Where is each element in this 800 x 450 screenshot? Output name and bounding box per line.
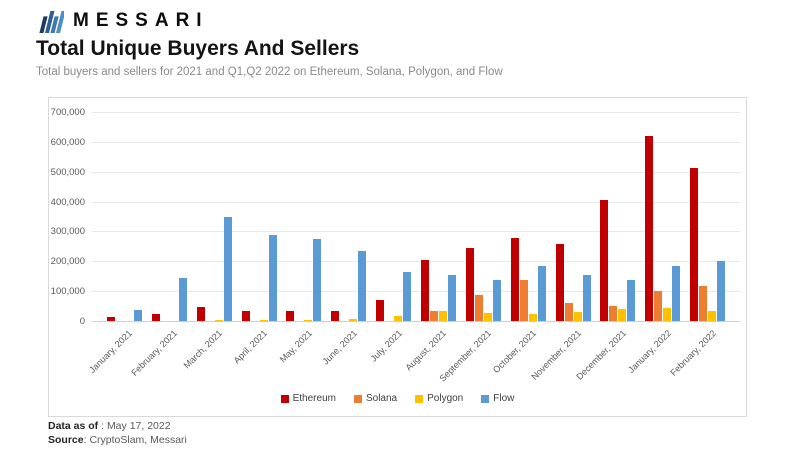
- y-tick-label: 0: [79, 316, 85, 327]
- messari-logo: MESSARI: [36, 9, 209, 33]
- y-tick-label: 200,000: [50, 256, 85, 268]
- bar-flow: [582, 274, 591, 321]
- legend-swatch-polygon: [415, 394, 424, 403]
- bar-polygon: [663, 307, 672, 321]
- bar-flow: [313, 238, 322, 321]
- legend-label: Polygon: [427, 393, 464, 404]
- bar-ethereum: [376, 300, 385, 321]
- bar-flow: [223, 216, 232, 321]
- bar-ethereum: [241, 311, 250, 321]
- legend-swatch-flow: [481, 394, 490, 403]
- page-title: Total Unique Buyers And Sellers: [36, 37, 360, 60]
- y-tick-label: 600,000: [50, 136, 85, 148]
- bar-polygon: [528, 314, 537, 321]
- y-tick-label: 300,000: [50, 226, 85, 238]
- gridline: [92, 112, 740, 113]
- gridline: [92, 141, 740, 143]
- bar-flow: [133, 309, 142, 321]
- bar-solana: [609, 305, 618, 321]
- bar-solana: [519, 280, 528, 321]
- chart-legend: Ethereum Solana Polygon Flow: [49, 393, 746, 404]
- source-value: : CryptoSlam, Messari: [83, 433, 187, 446]
- legend-swatch-solana: [353, 394, 362, 403]
- chart-footer: Data as of : May 17, 2022 Source: Crypto…: [48, 420, 187, 447]
- bar-polygon: [304, 319, 313, 321]
- bar-ethereum: [510, 238, 519, 321]
- y-tick-label: 100,000: [50, 286, 85, 298]
- legend-item-flow: Flow: [481, 393, 514, 404]
- gridline: [92, 171, 740, 173]
- messari-logo-text: MESSARI: [73, 10, 209, 31]
- bar-polygon: [394, 315, 403, 321]
- y-tick-label: 400,000: [50, 196, 85, 208]
- legend-label: Ethereum: [292, 393, 336, 404]
- gridline: [92, 321, 740, 322]
- legend-item-polygon: Polygon: [415, 393, 463, 404]
- bar-polygon: [483, 313, 492, 321]
- legend-label: Solana: [365, 393, 398, 404]
- bar-polygon: [214, 320, 223, 321]
- bar-flow: [717, 261, 726, 321]
- bar-ethereum: [151, 313, 160, 321]
- bar-ethereum: [331, 310, 340, 322]
- bar-polygon: [259, 319, 268, 321]
- bar-polygon: [349, 319, 358, 321]
- bar-flow: [492, 279, 501, 321]
- y-tick-label: 700,000: [50, 107, 85, 118]
- legend-label: Flow: [493, 393, 515, 404]
- y-tick-label: 500,000: [50, 166, 85, 178]
- bar-polygon: [708, 311, 717, 321]
- bar-flow: [537, 265, 546, 321]
- bar-ethereum: [286, 311, 295, 321]
- bar-flow: [447, 274, 456, 321]
- gridline: [92, 231, 740, 233]
- bar-ethereum: [600, 200, 609, 321]
- bar-ethereum: [106, 317, 115, 321]
- data-as-of-value: : May 17, 2022: [98, 420, 171, 432]
- bar-ethereum: [465, 247, 474, 321]
- bar-polygon: [438, 311, 447, 321]
- bar-flow: [403, 271, 412, 321]
- gridline: [92, 261, 740, 263]
- gridline: [92, 291, 740, 293]
- page-subtitle: Total buyers and sellers for 2021 and Q1…: [36, 66, 503, 78]
- bar-solana: [654, 290, 663, 321]
- bar-flow: [268, 235, 277, 321]
- bar-ethereum: [645, 135, 654, 321]
- bar-ethereum: [196, 307, 205, 321]
- bar-ethereum: [420, 259, 429, 321]
- bar-solana: [699, 286, 708, 321]
- bar-ethereum: [690, 168, 699, 321]
- source-line: Source: CryptoSlam, Messari: [48, 434, 187, 448]
- bar-polygon: [618, 309, 627, 321]
- bar-flow: [672, 265, 681, 321]
- source-label: Source: [48, 433, 84, 446]
- bar-solana: [564, 303, 573, 321]
- legend-swatch-ethereum: [280, 394, 289, 403]
- bar-flow: [627, 280, 636, 321]
- messari-logo-icon: [39, 10, 64, 33]
- chart-area: 0 100,000 200,000 300,000 400,000 500,000 600,…: [48, 97, 747, 417]
- bar-flow: [358, 250, 367, 321]
- bar-flow: [178, 277, 187, 321]
- legend-item-solana: Solana: [353, 393, 398, 404]
- bar-solana: [429, 311, 438, 321]
- bar-polygon: [573, 312, 582, 321]
- bar-solana: [474, 294, 483, 321]
- gridline: [92, 201, 740, 203]
- data-as-of-label: Data as of: [48, 420, 99, 432]
- bar-ethereum: [555, 244, 564, 321]
- legend-item-ethereum: Ethereum: [280, 393, 336, 404]
- data-as-of-line: Data as of : May 17, 2022: [48, 420, 187, 434]
